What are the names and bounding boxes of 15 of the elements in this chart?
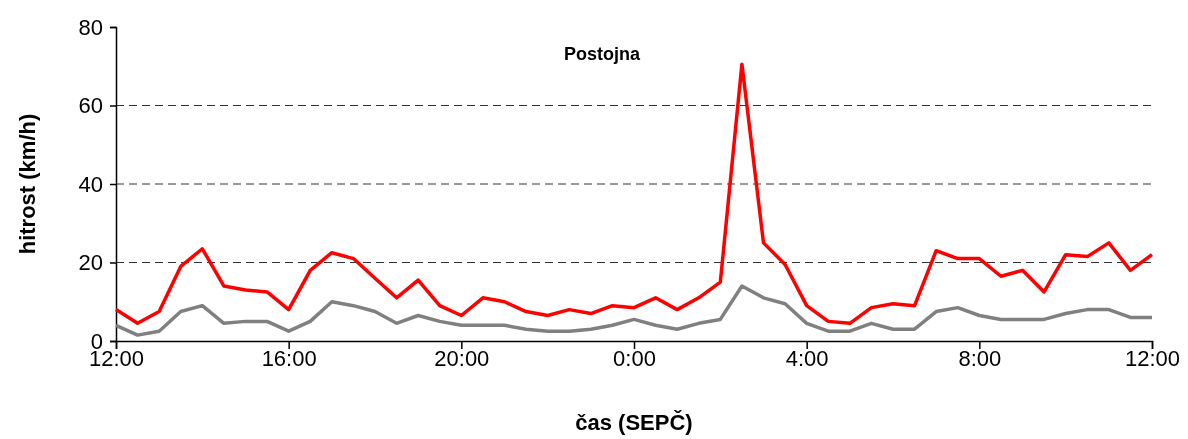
y-axis-title: hitrost (km/h): [15, 113, 40, 255]
x-tick-label: 16:00: [261, 346, 317, 371]
x-tick-label: 4:00: [785, 346, 829, 371]
y-tick-label: 80: [78, 14, 103, 40]
line-series: [114, 62, 1154, 326]
x-tick-label: 20:00: [434, 346, 490, 371]
x-tick-label: 12:00: [1124, 346, 1181, 371]
text: Postojna: [563, 44, 641, 64]
x-tick-label: 8:00: [958, 346, 1002, 371]
line-series: [114, 284, 1154, 337]
x-tick-label: 0:00: [613, 346, 656, 371]
x-axis-title: čas (SEPČ): [575, 410, 693, 435]
y-tick-label: 20: [78, 250, 103, 276]
y-tick-label: 40: [78, 171, 103, 197]
y-tick-label: 60: [78, 93, 103, 119]
